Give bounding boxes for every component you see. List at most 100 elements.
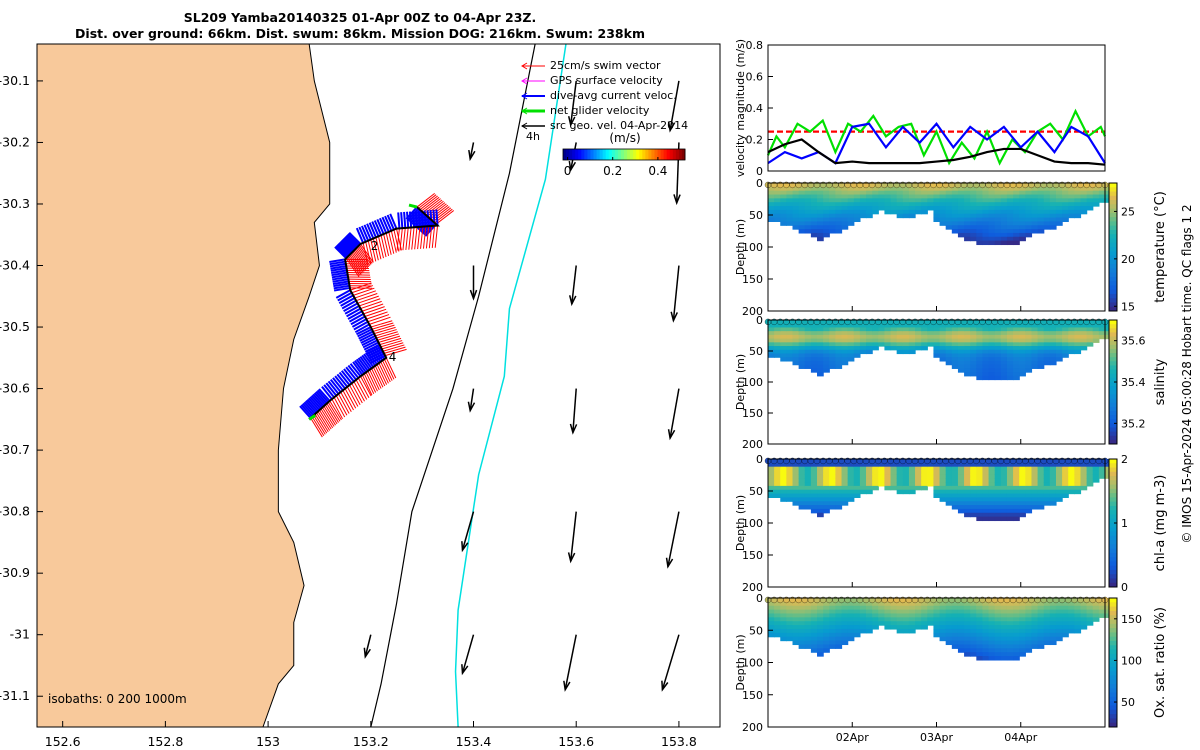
section-cell: [964, 497, 971, 502]
section-cell: [804, 327, 812, 332]
section-cell: [792, 186, 800, 192]
dive-avg-vector: [403, 211, 407, 229]
section-cell: [1013, 636, 1020, 642]
section-cell: [774, 605, 781, 611]
map-colorbar-segment: [645, 149, 649, 160]
section-cell: [982, 617, 990, 622]
dive-avg-vector: [323, 384, 335, 398]
section-cell: [970, 652, 977, 657]
section-cell: [1055, 334, 1063, 340]
section-colorbar-segment: [1109, 578, 1117, 584]
section-cell: [1013, 202, 1020, 207]
section-cell: [810, 349, 818, 355]
section-colorbar-segment: [1109, 357, 1117, 362]
swim-vector: [380, 340, 403, 348]
section-colorbar-segment: [1109, 598, 1117, 603]
section-cell: [786, 346, 794, 351]
section-cell: [1019, 501, 1026, 506]
section-cell: [817, 470, 824, 475]
swim-vector: [333, 397, 346, 418]
section-cell: [847, 497, 855, 502]
section-cell: [878, 462, 886, 468]
section-cell: [835, 349, 843, 355]
section-cell: [1019, 225, 1026, 230]
section-cell: [1013, 625, 1020, 630]
section-cell: [768, 327, 775, 332]
map-x-tick-label: 153: [256, 734, 280, 749]
section-cell: [792, 497, 800, 502]
section-cell: [1013, 601, 1020, 607]
swim-vector: [354, 290, 376, 299]
section-cell: [810, 501, 818, 506]
section-cell: [774, 338, 781, 343]
section-cell: [896, 338, 904, 343]
section-cell: [915, 190, 922, 196]
swim-vector: [419, 195, 438, 211]
section-cell: [1043, 482, 1051, 487]
section-cell: [1068, 323, 1075, 329]
section-cell: [798, 186, 806, 192]
section-cell: [945, 482, 953, 487]
section-cell: [896, 474, 904, 479]
section-cell: [957, 632, 965, 638]
section-cell: [792, 360, 800, 366]
section-cell: [994, 327, 1002, 332]
section-cell: [927, 331, 935, 336]
section-cell: [829, 229, 836, 234]
section-cell: [994, 640, 1002, 646]
section-cell: [896, 485, 904, 491]
section-cell: [964, 493, 971, 498]
section-cell: [1037, 613, 1045, 618]
section-cell: [823, 194, 830, 199]
section-cell: [1031, 625, 1039, 630]
section-cell: [1098, 194, 1106, 199]
section-cell: [1013, 512, 1020, 518]
dive-avg-vector: [366, 223, 375, 239]
section-cell: [1031, 613, 1039, 618]
geo-velocity-arrowhead: [567, 552, 576, 564]
section-cell: [939, 357, 947, 362]
section-cell: [964, 628, 971, 634]
section-cell: [847, 346, 855, 351]
section-cell: [957, 497, 965, 502]
section-colorbar-segment: [1109, 722, 1117, 728]
section-cell: [835, 194, 843, 199]
section-cell: [1049, 482, 1057, 487]
section-cell: [768, 632, 775, 638]
swim-vector: [365, 372, 377, 393]
section-cell: [780, 323, 787, 329]
dive-avg-vector: [330, 267, 347, 272]
section-cell: [945, 334, 953, 340]
section-cell: [1049, 323, 1057, 329]
section-cell: [908, 186, 916, 192]
section-cell: [1025, 466, 1033, 472]
section-cell: [1092, 198, 1100, 203]
swim-vector: [369, 369, 380, 391]
section-cell: [1006, 236, 1014, 242]
dive-avg-vector: [331, 271, 348, 277]
section-cell: [939, 482, 947, 487]
section-cell: [1049, 497, 1057, 502]
section-cell: [933, 482, 941, 487]
section-y-tick-label: 150: [742, 689, 763, 702]
section-cell: [1000, 493, 1008, 498]
section-colorbar-segment: [1109, 501, 1117, 507]
map-colorbar-segment: [587, 149, 591, 160]
section-colorbar-segment: [1109, 183, 1117, 188]
map-colorbar-tick-label: 0.2: [603, 164, 622, 178]
section-cell: [884, 190, 892, 196]
section-cell: [933, 202, 941, 207]
section-cell: [945, 213, 953, 219]
section-cell: [896, 346, 904, 351]
section-cell: [1037, 229, 1045, 234]
section-cell: [939, 493, 947, 498]
legend-entry: 25cm/s swim vector: [550, 59, 661, 72]
dive-avg-vector: [349, 363, 362, 377]
section-colorbar-segment: [1109, 276, 1117, 282]
section-cell: [1074, 609, 1082, 615]
section-y-tick-label: 200: [742, 581, 763, 594]
section-cell: [921, 206, 928, 211]
net-glider-vector: [408, 203, 418, 209]
section-cell: [1019, 323, 1026, 329]
section-cell: [1013, 621, 1020, 626]
